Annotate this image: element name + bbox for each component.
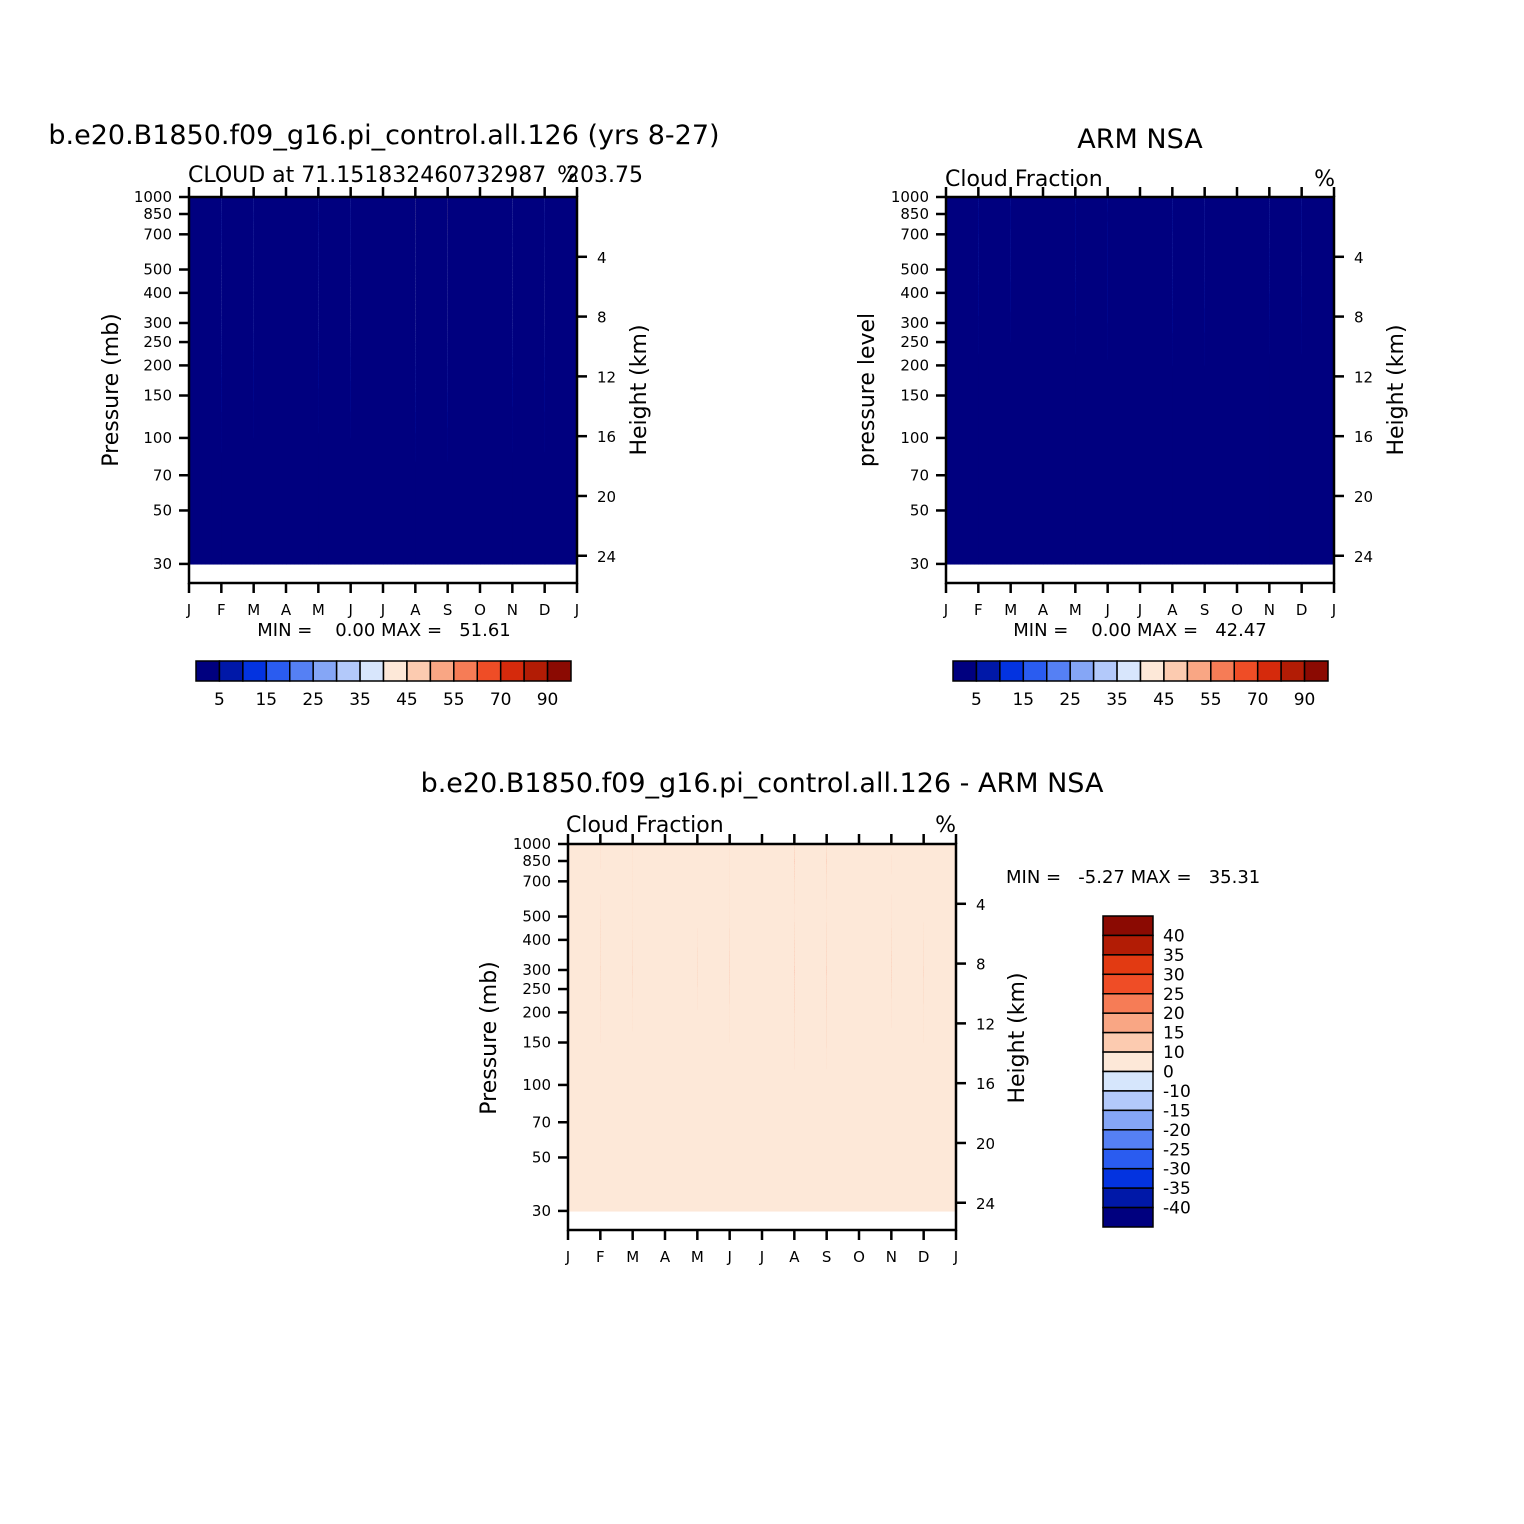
- field-cell: [350, 197, 384, 565]
- field-cell: [253, 197, 287, 565]
- plot-p1-field: [189, 197, 578, 565]
- panel-model-right-string: %: [557, 163, 578, 188]
- field-cell: [286, 197, 319, 565]
- field-cell: [318, 197, 352, 565]
- field-cell: [221, 197, 255, 565]
- panel-model-plot: J F M A M J J A S O N D J100085070050040030025020015…: [134, 187, 616, 619]
- field-cell: [189, 197, 222, 565]
- panel-model: b.e20.B1850.f09_g16.pi_control.all.126 (…: [48, 120, 719, 710]
- panel-model-title: b.e20.B1850.f09_g16.pi_control.all.126 (…: [48, 120, 719, 151]
- panel-model-left-string: CLOUD at 71.151832460732987: [188, 163, 546, 188]
- panel-model-center-string: 203.75: [566, 163, 643, 188]
